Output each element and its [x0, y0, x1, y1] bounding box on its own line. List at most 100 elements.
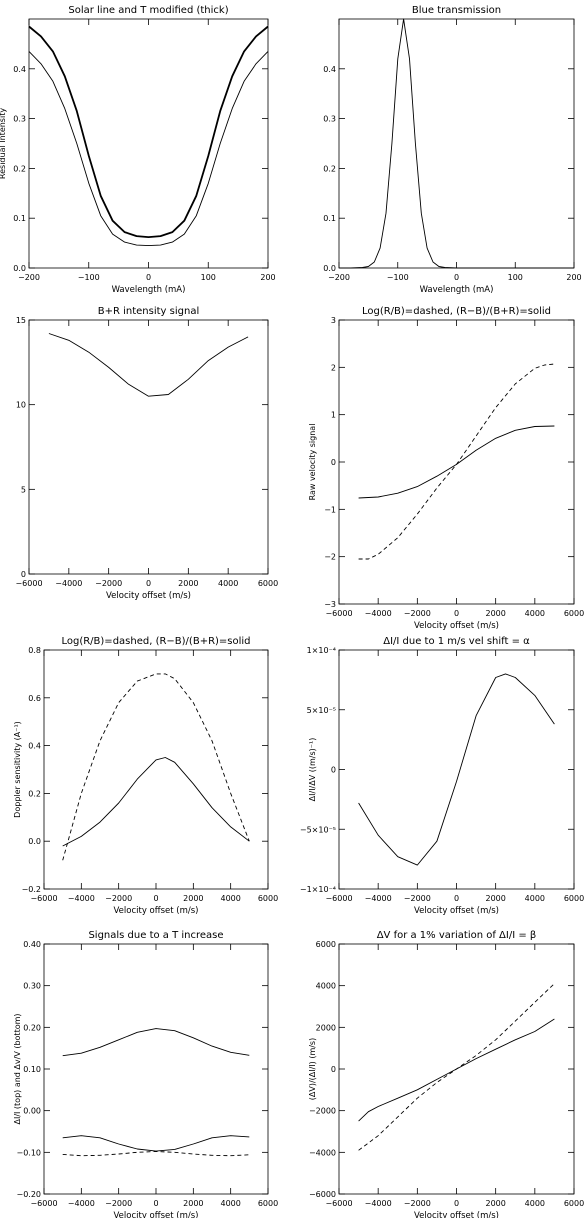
x-axis-label: Velocity offset (m/s) [114, 906, 199, 916]
series-line-1 [62, 1028, 250, 1057]
chart-panel-6: ΔI/I due to 1 m/s vel shift = α −6000 −400… [300, 636, 584, 916]
y-tick-label: −4000 [309, 1148, 336, 1157]
chart-title: Solar line and T modified (thick) [68, 5, 228, 16]
x-tick-label: −2000 [105, 894, 132, 903]
y-tick-label: 10 [16, 401, 26, 410]
y-tick-label: −0.2 [22, 885, 41, 894]
x-tick-label: 4000 [525, 894, 545, 903]
y-tick-label: 0.00 [23, 1107, 41, 1116]
plot-frame [43, 943, 269, 1195]
x-axis-label: Wavelength (mA) [112, 285, 186, 295]
x-tick-label: 100 [201, 273, 216, 282]
x-axis-label: Velocity offset (m/s) [106, 591, 191, 601]
x-tick-label: −6000 [15, 579, 42, 588]
x-tick-label: 0 [454, 1199, 459, 1208]
y-tick-label: 0.3 [323, 115, 336, 124]
x-tick-label: 2000 [485, 894, 505, 903]
y-tick-label: 0 [331, 458, 336, 467]
x-axis-label: Velocity offset (m/s) [414, 906, 499, 916]
x-tick-label: 2000 [183, 894, 203, 903]
plot-frame [338, 18, 575, 269]
x-tick-label: 0 [454, 894, 459, 903]
x-tick-label: 2000 [485, 609, 505, 618]
y-tick-label: 0.1 [13, 214, 26, 223]
x-axis-label: Velocity offset (m/s) [414, 1211, 499, 1218]
x-tick-label: 2000 [178, 579, 198, 588]
chart-panel-7: Signals due to a T increase −6000 −4000 −20… [13, 930, 278, 1218]
series-line-1 [358, 425, 555, 499]
y-tick-label: 0 [331, 1065, 336, 1074]
y-tick-label: −1×10⁻⁴ [300, 885, 336, 894]
chart-title: ΔV for a 1% variation of ΔI/I = β [377, 930, 537, 941]
x-tick-label: 100 [508, 273, 523, 282]
y-tick-label: −2000 [309, 1107, 336, 1116]
y-tick-label: 0.40 [23, 940, 41, 949]
x-tick-label: 4000 [218, 579, 238, 588]
series-line-1 [358, 1018, 555, 1122]
chart-title: Log(R/B)=dashed, (R−B)/(B+R)=solid [362, 306, 551, 317]
y-tick-label: 4000 [316, 982, 336, 991]
x-tick-label: 0 [146, 273, 151, 282]
x-tick-label: 6000 [258, 1199, 278, 1208]
chart-panel-4: Log(R/B)=dashed, (R−B)/(B+R)=solid−6000−… [308, 306, 584, 631]
chart-panel-5: Log(R/B)=dashed, (R−B)/(B+R)=solid−6000−… [13, 636, 278, 916]
x-tick-label: 4000 [220, 894, 240, 903]
x-tick-label: 2000 [485, 1199, 505, 1208]
series-line-1 [48, 333, 249, 397]
series-line-2 [358, 363, 555, 560]
x-tick-label: −2000 [404, 894, 431, 903]
y-tick-label: 0.8 [28, 646, 41, 655]
y-tick-label: 6000 [316, 940, 336, 949]
y-tick-label: −5×10⁻⁵ [300, 825, 336, 834]
x-tick-label: 0 [454, 609, 459, 618]
x-tick-label: −2000 [95, 579, 122, 588]
x-tick-label: 6000 [258, 894, 278, 903]
x-tick-label: −2000 [404, 609, 431, 618]
y-tick-label: 0.3 [13, 115, 26, 124]
x-tick-label: −6000 [325, 609, 352, 618]
x-tick-label: −100 [78, 273, 100, 282]
y-tick-label: −0.10 [16, 1148, 41, 1157]
chart-panel-1: Solar line and T modified (thick) −200 −10… [0, 5, 276, 295]
series-line-3 [62, 1151, 250, 1157]
x-tick-label: −6000 [30, 1199, 57, 1208]
y-tick-label: 3 [331, 316, 336, 325]
y-tick-label: 2000 [316, 1023, 336, 1032]
plot-frame [43, 649, 269, 890]
x-tick-label: 6000 [258, 579, 278, 588]
plot-frame [338, 649, 575, 890]
x-tick-label: 6000 [564, 1199, 584, 1208]
y-tick-label: 0.30 [23, 982, 41, 991]
x-tick-label: 200 [260, 273, 275, 282]
x-tick-label: 4000 [525, 1199, 545, 1208]
y-tick-label: 0.6 [28, 694, 41, 703]
chart-panel-3: B+R intensity signal −6000 −4000 −2000 0 2000… [15, 306, 278, 601]
y-tick-label: −6000 [309, 1190, 336, 1199]
y-tick-label: 0.4 [28, 742, 41, 751]
y-axis-label: Doppler sensitivity (A⁻¹) [13, 721, 22, 818]
plot-frame [28, 18, 269, 269]
x-tick-label: 6000 [564, 609, 584, 618]
chart-title: B+R intensity signal [98, 306, 199, 317]
y-tick-label: 0.2 [28, 789, 41, 798]
x-tick-label: −4000 [365, 1199, 392, 1208]
y-axis-label: ΔI/I/ΔV ((m/s)⁻¹) [308, 738, 317, 802]
y-tick-label: 0.0 [28, 837, 41, 846]
y-tick-label: 0.10 [23, 1065, 41, 1074]
chart-panel-8: ΔV for a 1% variation of ΔI/I = β −6000 −4… [308, 930, 584, 1218]
y-tick-label: −3 [324, 600, 336, 609]
x-tick-label: −2000 [404, 1199, 431, 1208]
x-axis-label: Wavelength (mA) [420, 285, 494, 295]
chart-title: Signals due to a T increase [88, 930, 223, 941]
chart-title: Blue transmission [412, 5, 501, 16]
x-tick-label: 0 [153, 894, 158, 903]
x-tick-label: 2000 [183, 1199, 203, 1208]
x-tick-label: 0 [153, 1199, 158, 1208]
y-axis-label: (ΔV)/(ΔI/I) (m/s) [308, 1038, 317, 1100]
y-tick-label: 5 [21, 485, 26, 494]
x-tick-label: 4000 [220, 1199, 240, 1208]
x-tick-label: −6000 [325, 1199, 352, 1208]
series-line-2 [28, 51, 269, 247]
x-tick-label: −4000 [68, 1199, 95, 1208]
